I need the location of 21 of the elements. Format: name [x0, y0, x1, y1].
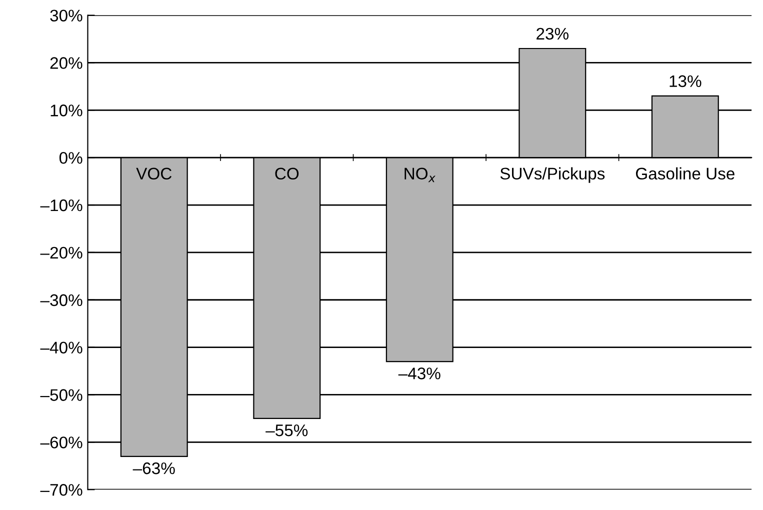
- data-label: 23%: [536, 28, 568, 40]
- y-tick-label: –50%: [40, 389, 82, 401]
- y-tick-label: 10%: [50, 104, 82, 116]
- y-tick-label: 0%: [59, 152, 82, 164]
- x-tick-label: NO$_{x}$: [404, 168, 436, 182]
- data-label: –55%: [266, 424, 308, 436]
- x-tick-label: VOC: [136, 168, 172, 180]
- y-tick-label: –10%: [40, 199, 82, 212]
- y-tick-label: 20%: [50, 57, 82, 69]
- x-tick-label: CO: [275, 168, 299, 180]
- y-tick-label: –40%: [40, 342, 82, 354]
- data-label: –63%: [132, 462, 175, 474]
- y-tick-label: –20%: [40, 246, 82, 259]
- data-label: 13%: [670, 75, 702, 88]
- data-label: –43%: [398, 368, 440, 380]
- y-tick-label: 30%: [50, 10, 82, 22]
- y-tick-label: –70%: [40, 484, 82, 496]
- y-tick-label: –60%: [40, 436, 82, 448]
- x-tick-label: Gasoline Use: [636, 167, 734, 180]
- x-tick-label: SUVs/Pickups: [500, 167, 605, 183]
- y-tick-label: –30%: [40, 294, 82, 306]
